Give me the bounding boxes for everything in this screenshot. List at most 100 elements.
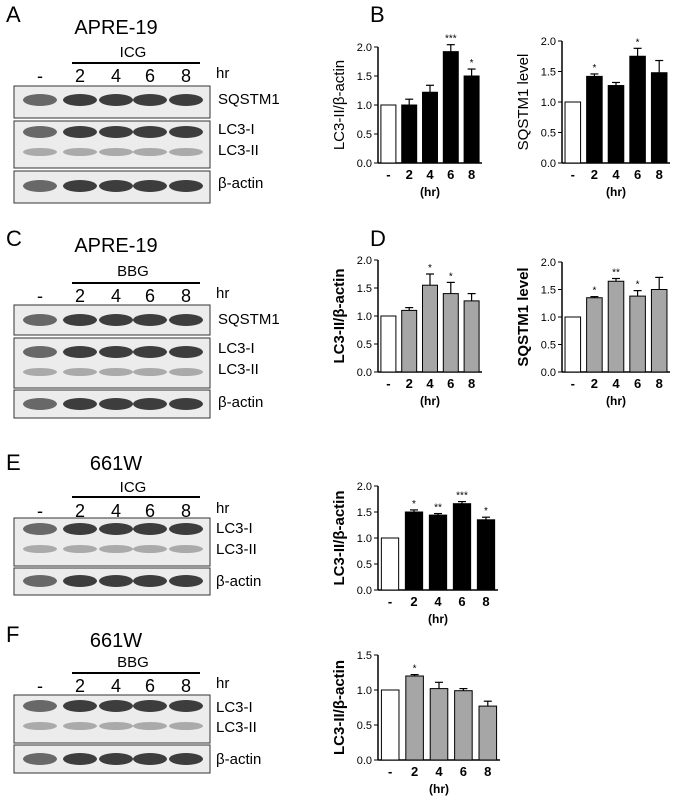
x-axis-label: (hr) xyxy=(606,394,626,408)
x-tick-label: 8 xyxy=(484,764,491,779)
bar xyxy=(404,511,424,591)
bar xyxy=(422,91,438,164)
band-label: LC3-I xyxy=(218,340,255,357)
time-unit-label: hr xyxy=(216,500,229,517)
protein-band xyxy=(99,722,133,730)
x-tick-label: 2 xyxy=(411,764,418,779)
y-tick-label: 0.0 xyxy=(541,158,556,170)
y-tick-label: 1.5 xyxy=(357,283,372,295)
lane-label: 4 xyxy=(111,286,121,306)
lane-label: 4 xyxy=(111,66,121,86)
y-axis-label: SQSTM1 level xyxy=(515,54,532,151)
error-bar xyxy=(590,296,599,298)
bar xyxy=(564,316,582,373)
protein-band xyxy=(99,314,133,326)
x-tick-label: 4 xyxy=(612,376,620,391)
bar xyxy=(629,55,646,164)
y-tick-label: 0.5 xyxy=(541,128,556,140)
lane-label: 6 xyxy=(145,66,155,86)
panel-letter-b: B xyxy=(370,2,385,27)
protein-band xyxy=(99,523,133,535)
lane-label: - xyxy=(37,286,43,306)
x-axis-label: (hr) xyxy=(428,612,448,626)
protein-band xyxy=(169,314,203,326)
bar xyxy=(476,519,496,591)
protein-band xyxy=(99,700,133,712)
x-tick-label: - xyxy=(386,376,390,391)
band-label: LC3-I xyxy=(216,699,253,716)
x-tick-label: 2 xyxy=(406,167,413,182)
time-unit-label: hr xyxy=(216,675,229,692)
protein-band xyxy=(99,398,133,410)
protein-band xyxy=(133,575,167,587)
y-tick-label: 0.0 xyxy=(541,367,556,379)
significance-label: * xyxy=(470,58,474,69)
band-label: LC3-II xyxy=(216,719,257,736)
error-bar xyxy=(633,290,642,297)
y-tick-label: 1.0 xyxy=(541,97,556,109)
protein-band xyxy=(133,700,167,712)
panel-letter: F xyxy=(6,622,19,647)
bar xyxy=(650,289,668,373)
bar xyxy=(380,537,400,591)
protein-band xyxy=(23,126,57,138)
y-tick-label: 0.5 xyxy=(357,559,372,571)
significance-label: *** xyxy=(445,34,457,45)
error-bar xyxy=(446,44,455,52)
protein-band xyxy=(169,753,203,765)
protein-band xyxy=(99,94,133,106)
y-tick-label: 1.0 xyxy=(357,311,372,323)
protein-band xyxy=(169,523,203,535)
significance-label: * xyxy=(413,664,417,675)
significance-label: * xyxy=(412,499,416,510)
blot-strip xyxy=(13,85,211,119)
bar-chart-2: 0.0 0.5 1.0 1.5 2.0 - * 2 4 * 6 8 (hr) SQSTM1 level xyxy=(515,36,670,199)
error-bar xyxy=(435,681,443,689)
error-bar xyxy=(434,512,442,516)
y-tick-label: 0.0 xyxy=(357,367,372,379)
blot-strip xyxy=(13,744,211,774)
bar xyxy=(607,280,625,373)
treatment-label: ICG xyxy=(120,44,147,61)
x-axis-label: (hr) xyxy=(420,185,440,199)
significance-label: ** xyxy=(612,268,620,279)
protein-band xyxy=(99,753,133,765)
bar xyxy=(586,75,603,164)
band-label: β-actin xyxy=(216,573,261,590)
x-tick-label: 6 xyxy=(458,594,465,609)
protein-band xyxy=(63,722,97,730)
bar-chart-6: 0.0 0.5 1.0 1.5 - * 2 4 6 8 (hr) LC3-II/β-actin xyxy=(331,650,500,796)
error-bar xyxy=(426,273,434,286)
protein-band xyxy=(169,346,203,358)
lane-label: 6 xyxy=(145,286,155,306)
cell-line-label: 661W xyxy=(90,453,142,475)
blot-strip xyxy=(13,120,211,169)
protein-band xyxy=(133,180,167,192)
panel-letter: E xyxy=(6,450,21,475)
error-bar xyxy=(446,281,455,294)
y-tick-label: 1.5 xyxy=(357,507,372,519)
blot-panel-c: C APRE-19 BBG - 2 4 6 8 hr SQSTM1 LC3-I LC3-II β-act… xyxy=(6,226,280,419)
bar xyxy=(422,284,438,373)
significance-label: * xyxy=(449,271,453,282)
y-tick-label: 1.0 xyxy=(357,100,372,112)
band-label: β-actin xyxy=(216,751,261,768)
protein-band xyxy=(63,346,97,358)
x-tick-label: 4 xyxy=(612,167,620,182)
treatment-label: BBG xyxy=(117,263,149,280)
protein-band xyxy=(63,398,97,410)
bar xyxy=(401,104,418,164)
x-tick-label: 8 xyxy=(656,167,663,182)
significance-label: * xyxy=(592,63,596,74)
y-tick-label: 1.5 xyxy=(541,67,556,79)
x-axis-label: (hr) xyxy=(429,782,449,796)
x-tick-label: 8 xyxy=(468,167,475,182)
protein-band xyxy=(63,94,97,106)
x-tick-label: - xyxy=(388,764,392,779)
blot-strip xyxy=(13,304,211,336)
y-axis-label: LC3-II/β-actin xyxy=(331,60,348,150)
x-tick-label: 2 xyxy=(591,167,598,182)
band-label: β-actin xyxy=(218,394,263,411)
blot-strip xyxy=(13,694,211,744)
treatment-label: ICG xyxy=(120,479,147,496)
